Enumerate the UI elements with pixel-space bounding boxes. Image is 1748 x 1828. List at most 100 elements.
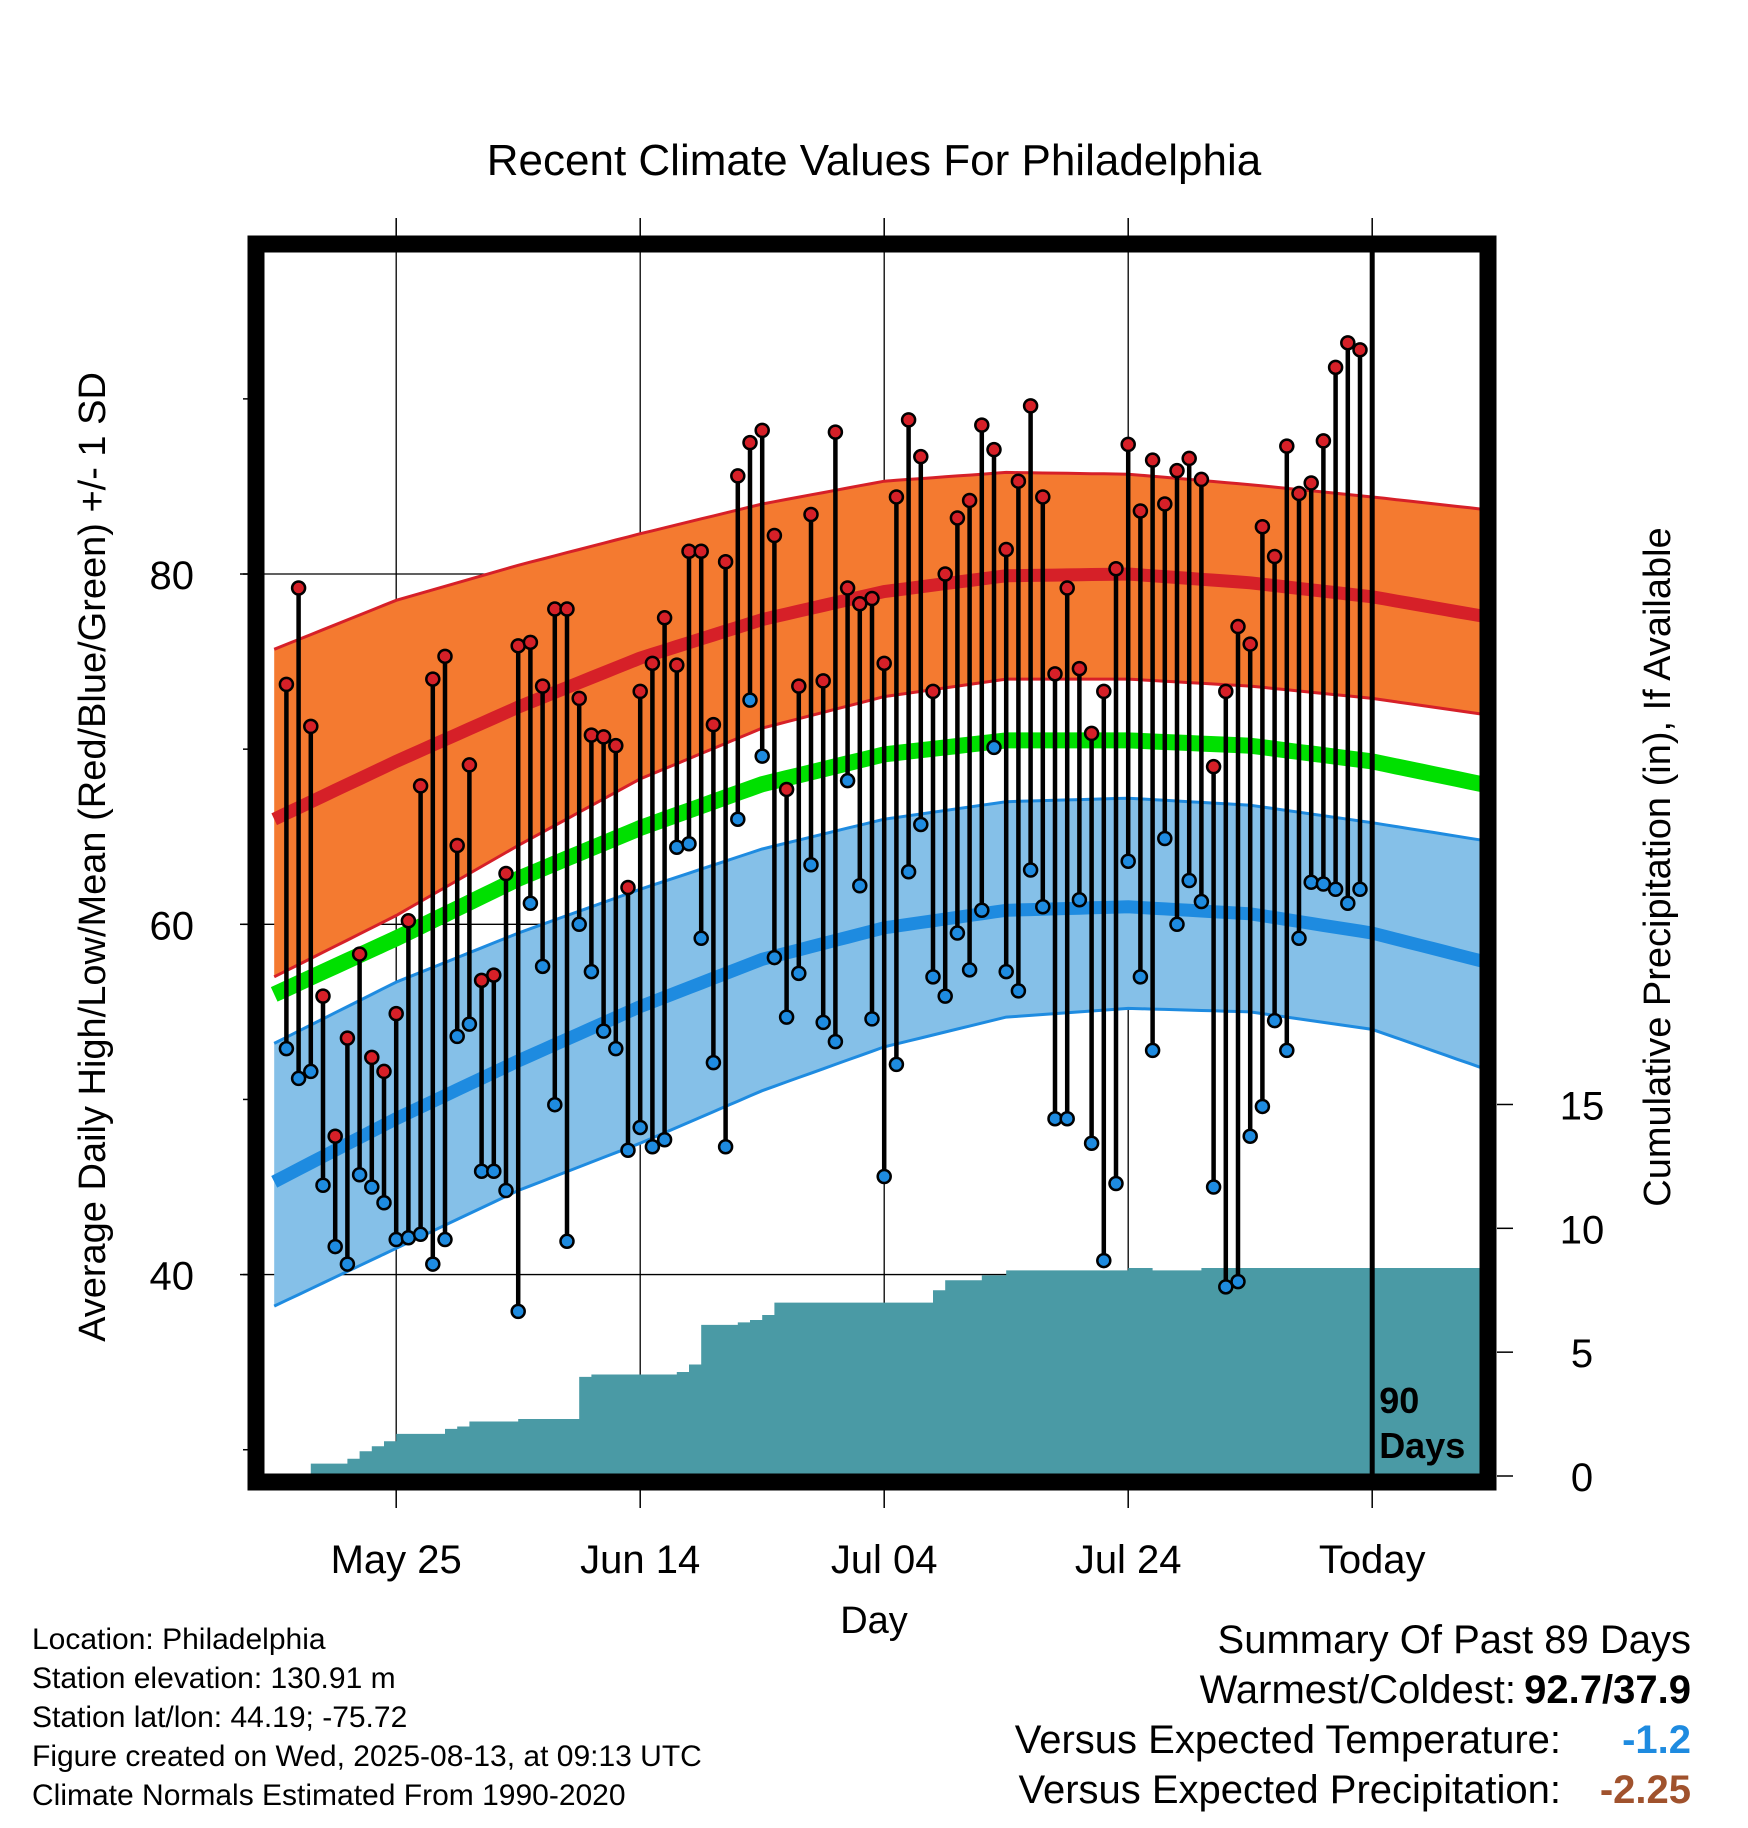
daily-low-point [717, 1138, 734, 1155]
daily-low-point [754, 748, 770, 764]
daily-high-point [1144, 452, 1161, 468]
daily-high-point [534, 678, 551, 694]
daily-low-point [900, 864, 917, 880]
summary-panel: Summary Of Past 89 Days Warmest/Coldest:… [1015, 1615, 1691, 1815]
daily-high-point [1193, 471, 1210, 488]
daily-high-point [412, 778, 429, 794]
daily-low-point [1315, 876, 1332, 892]
precip-area [286, 1268, 1482, 1476]
daily-low-point [1291, 930, 1307, 947]
daily-low-point [656, 1131, 673, 1148]
daily-low-point [1022, 862, 1039, 878]
daily-low-point [1254, 1098, 1271, 1115]
daily-high-point [839, 580, 856, 596]
daily-high-point [571, 690, 587, 707]
axes: 40 60 80 May 25 Jun 14 Jul 04 Jul 24 Today 0 5 10 1… [150, 218, 1605, 1582]
daily-low-point [559, 1233, 575, 1250]
daily-low-point [937, 988, 953, 1004]
daily-highs-lows [278, 335, 1368, 1320]
daily-high-point [974, 417, 990, 433]
daily-low-point [852, 878, 868, 894]
low-band-upper-edge [273, 796, 1483, 1045]
high-normal-line [271, 567, 1484, 826]
daily-high-point [473, 972, 490, 989]
daily-high-point [1181, 450, 1197, 467]
daily-high-point [766, 527, 783, 544]
normals-text: Climate Normals Estimated From 1990-2020 [32, 1779, 626, 1812]
y-tick-label: 80 [150, 554, 195, 598]
daily-high-point [705, 716, 722, 733]
daily-high-point [815, 673, 831, 689]
daily-low-point [1279, 1042, 1295, 1059]
daily-high-point [864, 590, 880, 607]
daily-low-point [681, 835, 697, 852]
daily-low-point [1218, 1279, 1234, 1295]
daily-high-point [486, 967, 502, 983]
daily-high-point [1035, 489, 1051, 505]
daily-high-point [1303, 475, 1319, 491]
daily-low-point [303, 1063, 319, 1080]
daily-low-point [1059, 1110, 1075, 1127]
plot-frame: 90 Days [247, 235, 1497, 1491]
daily-low-point [949, 925, 966, 941]
daily-low-point [583, 963, 600, 980]
daily-low-point [913, 816, 929, 833]
plot-border [247, 235, 1497, 1491]
daily-high-point [1315, 433, 1332, 449]
mean-normal-line [270, 732, 1484, 1002]
daily-low-point [1120, 853, 1136, 869]
daily-high-point [1047, 666, 1063, 682]
daily-low-point [534, 958, 551, 975]
daily-low-point [778, 1009, 795, 1025]
daily-high-point [1108, 561, 1124, 577]
created-text: Figure created on Wed, 2025-08-13, at 09… [32, 1740, 702, 1773]
daily-high-point [730, 468, 746, 484]
precip-label: Versus Expected Precipitation: [1018, 1768, 1561, 1812]
daily-high-point [595, 729, 612, 745]
daily-low-point [1266, 1012, 1283, 1029]
daily-low-point [449, 1028, 465, 1045]
daily-high-point [669, 657, 685, 673]
daily-high-point [351, 946, 368, 962]
daily-high-point [1254, 518, 1271, 535]
daily-high-point [522, 634, 539, 651]
daily-low-point [1205, 1179, 1222, 1195]
precip-value: -2.25 [1599, 1768, 1691, 1812]
daily-high-point [461, 757, 478, 773]
daily-high-point [1096, 683, 1112, 700]
daily-low-point [1035, 899, 1051, 915]
daily-high-point [900, 412, 917, 428]
x-tick-label: Jul 04 [831, 1538, 938, 1582]
daily-high-point [1266, 548, 1283, 565]
daily-low-point [815, 1014, 831, 1031]
daily-high-point [278, 676, 295, 693]
daily-high-point [620, 879, 636, 896]
daily-high-point [827, 424, 844, 440]
daily-low-point [351, 1167, 368, 1183]
warmest-label: Warmest/Coldest: [1199, 1668, 1516, 1712]
daily-low-point [522, 895, 539, 912]
y2-tick-label: 5 [1571, 1332, 1593, 1376]
daily-high-point [388, 1005, 404, 1022]
daily-low-point [766, 949, 783, 966]
daily-low-point [1083, 1135, 1100, 1151]
daily-high-point [742, 434, 758, 451]
daily-high-point [1279, 438, 1295, 454]
daily-low-point [1242, 1128, 1258, 1144]
daily-high-point [852, 596, 868, 612]
station-info: Location: Philadelphia Station elevation… [32, 1620, 702, 1815]
daily-high-point [754, 422, 770, 439]
daily-low-point [998, 963, 1014, 980]
daily-low-point [864, 1011, 880, 1027]
y2-tick-label: 10 [1560, 1208, 1605, 1252]
daily-low-point [486, 1163, 502, 1180]
daily-low-point [437, 1231, 453, 1248]
daily-low-point [425, 1256, 441, 1272]
temp-value: -1.2 [1622, 1718, 1691, 1762]
daily-high-point [1132, 503, 1149, 519]
daily-high-point [559, 601, 575, 617]
daily-low-point [339, 1256, 356, 1272]
daily-high-point [949, 510, 966, 526]
temp-label: Versus Expected Temperature: [1014, 1718, 1561, 1762]
daily-high-point [327, 1128, 343, 1144]
